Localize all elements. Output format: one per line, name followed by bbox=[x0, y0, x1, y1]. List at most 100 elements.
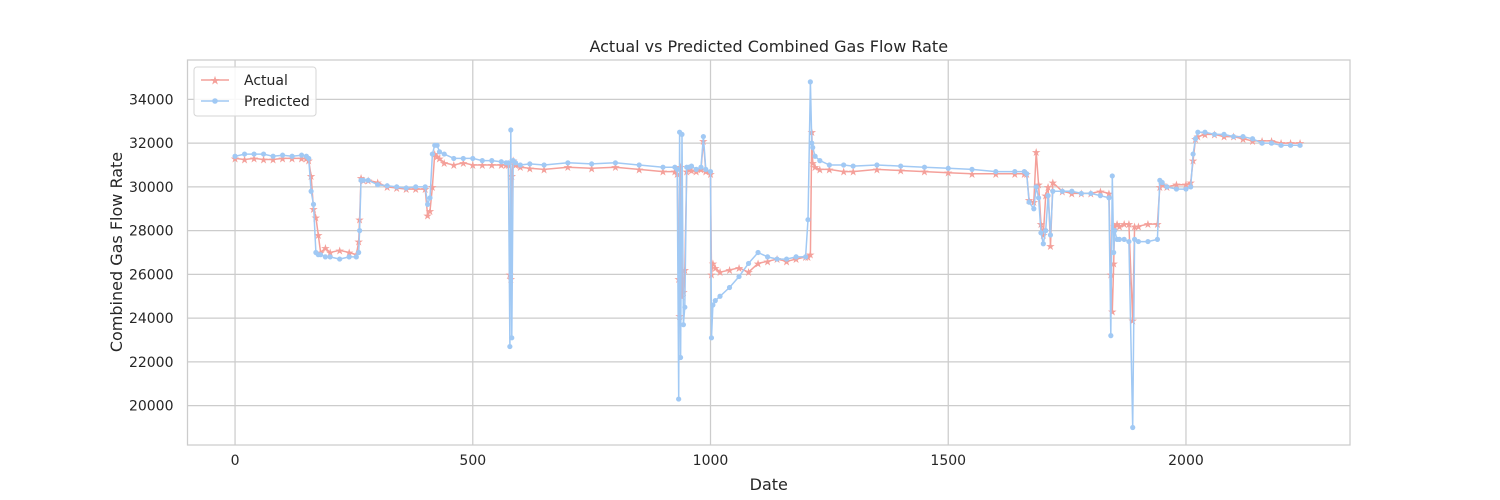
data-point-predicted bbox=[993, 168, 999, 175]
data-point-predicted bbox=[805, 217, 811, 223]
data-point-predicted bbox=[232, 153, 238, 159]
data-point-actual: ★ bbox=[1046, 240, 1056, 253]
data-point-predicted bbox=[1287, 142, 1294, 148]
data-point-actual: ★ bbox=[468, 159, 478, 172]
plot-area bbox=[187, 60, 1350, 445]
data-point-predicted bbox=[365, 177, 371, 183]
data-point-predicted bbox=[850, 163, 856, 169]
data-point-predicted bbox=[1026, 199, 1032, 205]
data-point-actual: ★ bbox=[967, 168, 977, 181]
data-point-predicted bbox=[441, 151, 447, 157]
data-point-actual: ★ bbox=[1248, 135, 1258, 148]
data-point-predicted bbox=[636, 162, 642, 168]
data-point-predicted bbox=[1108, 333, 1114, 339]
data-point-predicted bbox=[1259, 140, 1265, 146]
data-point-predicted bbox=[384, 183, 390, 189]
data-point-predicted bbox=[479, 158, 485, 164]
data-point-predicted bbox=[357, 228, 363, 234]
data-point-predicted bbox=[1249, 136, 1256, 142]
data-point-predicted bbox=[403, 185, 409, 191]
data-point-actual: ★ bbox=[287, 152, 297, 165]
data-point-predicted bbox=[1154, 236, 1161, 242]
data-point-actual: ★ bbox=[824, 163, 834, 176]
y-tick-label: 34000 bbox=[129, 92, 174, 108]
x-tick-label: 0 bbox=[231, 453, 240, 469]
x-axis-label: Date bbox=[750, 475, 788, 494]
data-point-predicted bbox=[346, 254, 352, 260]
data-point-actual: ★ bbox=[991, 168, 1001, 181]
data-point-predicted bbox=[470, 155, 476, 162]
x-tick-label: 1000 bbox=[693, 453, 729, 469]
data-point-predicted bbox=[1097, 193, 1103, 199]
data-point-predicted bbox=[318, 252, 324, 258]
data-point-predicted bbox=[1240, 133, 1246, 140]
data-point-predicted bbox=[898, 163, 904, 169]
data-point-actual: ★ bbox=[306, 170, 316, 183]
data-point-predicted bbox=[1195, 129, 1201, 135]
data-point-predicted bbox=[1109, 173, 1115, 179]
data-point-actual: ★ bbox=[920, 166, 930, 179]
data-point-actual: ★ bbox=[458, 157, 468, 170]
data-point-predicted bbox=[1078, 190, 1084, 197]
data-point-actual: ★ bbox=[507, 170, 517, 183]
data-point-predicted bbox=[508, 127, 514, 133]
legend-label-predicted: Predicted bbox=[244, 94, 310, 110]
data-point-predicted bbox=[698, 164, 704, 170]
data-point-actual: ★ bbox=[610, 161, 620, 174]
data-point-actual: ★ bbox=[872, 163, 882, 176]
data-point-predicted bbox=[1088, 190, 1094, 197]
data-point-predicted bbox=[1188, 184, 1194, 190]
data-point-predicted bbox=[1221, 131, 1227, 137]
data-point-predicted bbox=[1268, 140, 1275, 146]
grid bbox=[187, 60, 1350, 445]
data-point-actual: ★ bbox=[1219, 131, 1229, 144]
y-tick-label: 20000 bbox=[129, 399, 174, 415]
data-point-predicted bbox=[755, 249, 761, 256]
data-point-actual: ★ bbox=[249, 152, 259, 165]
data-point-actual: ★ bbox=[335, 244, 345, 257]
data-point-predicted bbox=[251, 151, 257, 157]
data-point-actual: ★ bbox=[313, 229, 323, 242]
data-point-predicted bbox=[429, 151, 435, 157]
data-point-actual: ★ bbox=[1130, 220, 1140, 233]
tick-labels: 0 500 1000 1500 2000 20000 22000 24000 26000 2800… bbox=[129, 92, 1204, 469]
data-point-predicted bbox=[1043, 228, 1049, 234]
data-point-predicted bbox=[1047, 232, 1054, 238]
x-tick-label: 1500 bbox=[930, 453, 966, 469]
data-point-actual: ★ bbox=[435, 152, 445, 165]
data-point-actual: ★ bbox=[1104, 187, 1114, 200]
data-point-predicted bbox=[260, 151, 267, 157]
data-point-predicted bbox=[356, 249, 362, 256]
data-point-predicted bbox=[1112, 228, 1118, 234]
data-point-predicted bbox=[841, 162, 847, 168]
data-point-predicted bbox=[1132, 236, 1138, 242]
data-point-predicted bbox=[505, 160, 512, 166]
y-tick-label: 30000 bbox=[129, 180, 174, 196]
data-point-actual: ★ bbox=[439, 157, 449, 170]
data-point-actual: ★ bbox=[810, 161, 820, 174]
data-point-predicted bbox=[945, 165, 951, 171]
data-point-predicted bbox=[674, 166, 680, 172]
data-point-actual: ★ bbox=[725, 264, 735, 277]
data-point-predicted bbox=[434, 142, 440, 148]
data-point-predicted bbox=[310, 201, 317, 207]
data-point-actual: ★ bbox=[677, 290, 687, 303]
data-point-actual: ★ bbox=[501, 159, 511, 172]
data-point-predicted bbox=[677, 354, 684, 361]
data-point-actual: ★ bbox=[808, 157, 818, 170]
data-point-actual: ★ bbox=[684, 163, 694, 176]
data-point-predicted bbox=[710, 302, 716, 308]
data-point-predicted bbox=[1059, 188, 1065, 194]
data-point-actual: ★ bbox=[320, 242, 330, 255]
data-point-actual: ★ bbox=[1238, 133, 1248, 146]
data-point-actual: ★ bbox=[511, 159, 521, 172]
data-point-actual: ★ bbox=[1124, 218, 1134, 231]
data-point-predicted bbox=[1012, 168, 1018, 175]
data-point-predicted bbox=[921, 164, 928, 170]
data-point-predicted bbox=[745, 260, 752, 267]
data-point-actual: ★ bbox=[297, 152, 307, 165]
data-point-predicted bbox=[425, 201, 431, 207]
data-point-actual: ★ bbox=[1112, 218, 1122, 231]
data-point-predicted bbox=[764, 254, 771, 260]
